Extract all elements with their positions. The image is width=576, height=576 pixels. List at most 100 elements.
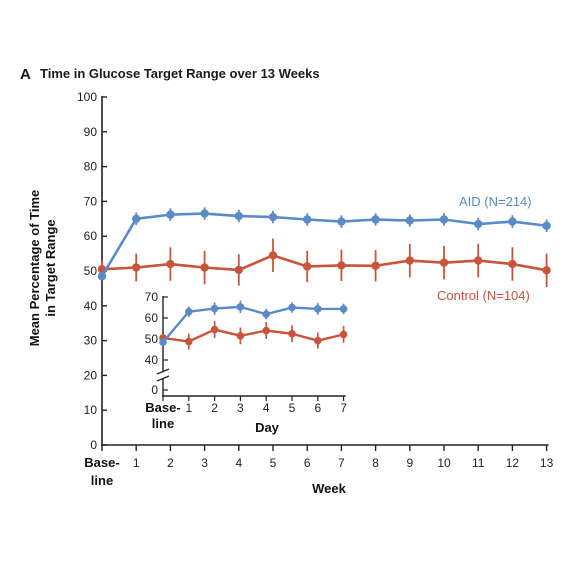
control-data-point bbox=[371, 261, 380, 270]
inset-aid-series-line bbox=[162, 305, 344, 343]
main-y-tick-label: 40 bbox=[84, 299, 98, 313]
inset-control-data-point bbox=[185, 337, 193, 346]
inset-control-data-point bbox=[236, 332, 245, 340]
legend-aid: AID (N=214) bbox=[459, 194, 532, 209]
main-y-tick-label: 60 bbox=[84, 229, 98, 243]
main-y-tick-label: 100 bbox=[77, 90, 97, 104]
main-x-tick-label: 13 bbox=[540, 456, 554, 470]
aid-data-point bbox=[508, 217, 517, 226]
inset-y-tick-label: 40 bbox=[145, 353, 159, 367]
inset-chart: 0 40 50 60 70 1 2 3 4 5 6 7 Base-line Day bbox=[145, 288, 360, 435]
aid-data-point bbox=[97, 272, 107, 281]
inset-axis-break-mark bbox=[156, 368, 170, 375]
main-y-tick-label: 30 bbox=[84, 334, 98, 348]
inset-y-tick-label: 70 bbox=[145, 290, 159, 304]
main-y-axis-title: Mean Percentage of Time in Target Range bbox=[27, 190, 58, 347]
control-data-point bbox=[132, 263, 141, 272]
inset-y-tick-label: 0 bbox=[151, 383, 158, 397]
main-x-tick-label: 9 bbox=[406, 456, 413, 470]
main-x-tick-label: 11 bbox=[472, 456, 485, 470]
inset-x-tick-label: 2 bbox=[211, 401, 218, 415]
main-x-tick-label: 1 bbox=[133, 456, 140, 470]
control-data-point bbox=[508, 259, 517, 269]
aid-data-point bbox=[439, 215, 449, 224]
aid-series-line bbox=[100, 212, 547, 277]
control-data-point bbox=[200, 263, 209, 272]
main-y-ticks: 0 10 20 30 40 50 60 70 80 90 100 bbox=[77, 90, 107, 452]
main-x-tick-label: 6 bbox=[304, 456, 311, 470]
aid-data-point bbox=[166, 210, 175, 219]
control-data-point bbox=[268, 251, 278, 260]
inset-x-ticks: 1 2 3 4 5 6 7 Base-line bbox=[145, 396, 347, 431]
control-data-point bbox=[337, 261, 346, 270]
main-baseline-label-line-2: line bbox=[91, 473, 113, 488]
aid-data-point bbox=[303, 215, 312, 224]
inset-x-axis-title: Day bbox=[255, 420, 280, 435]
inset-aid-data-point bbox=[288, 303, 296, 312]
y-axis-title-line-2: in Target Range bbox=[43, 219, 58, 316]
aid-data-point bbox=[200, 209, 209, 218]
inset-x-tick-label: 4 bbox=[263, 401, 270, 415]
main-x-tick-label: 10 bbox=[437, 456, 451, 470]
main-x-tick-label: 5 bbox=[270, 456, 277, 470]
inset-y-tick-label: 50 bbox=[145, 332, 159, 346]
control-data-point bbox=[542, 266, 551, 275]
aid-data-point bbox=[268, 212, 278, 222]
main-y-tick-label: 70 bbox=[84, 194, 98, 208]
control-data-point bbox=[303, 262, 312, 271]
aid-data-point bbox=[542, 221, 551, 230]
inset-x-tick-label: 7 bbox=[340, 401, 347, 415]
x-axis-title: Week bbox=[312, 481, 346, 496]
inset-x-tick-label: 1 bbox=[185, 401, 192, 415]
panel-label: A bbox=[20, 66, 31, 83]
main-y-tick-label: 90 bbox=[84, 125, 98, 139]
inset-x-tick-label: 3 bbox=[237, 401, 244, 415]
legend-control: Control (N=104) bbox=[437, 288, 530, 303]
main-x-tick-label: 8 bbox=[372, 456, 379, 470]
aid-data-point bbox=[132, 214, 141, 223]
control-data-point bbox=[439, 258, 449, 267]
main-x-tick-label: 3 bbox=[201, 456, 208, 470]
main-x-tick-label: 4 bbox=[235, 456, 242, 470]
inset-y-ticks: 0 40 50 60 70 bbox=[145, 290, 168, 397]
inset-aid-data-point bbox=[339, 305, 348, 313]
main-y-tick-label: 10 bbox=[84, 403, 98, 417]
inset-aid-data-point bbox=[314, 305, 322, 313]
aid-data-point bbox=[405, 216, 414, 225]
inset-control-series-line bbox=[162, 328, 344, 343]
inset-axis-break-mark bbox=[156, 375, 170, 382]
main-series bbox=[97, 207, 551, 288]
aid-data-point bbox=[234, 211, 243, 221]
inset-control-data-point bbox=[339, 330, 348, 339]
inset-control-data-point bbox=[262, 326, 271, 335]
main-y-tick-label: 80 bbox=[84, 160, 98, 174]
main-baseline-label-line-1: Base- bbox=[84, 455, 119, 470]
inset-control-data-point bbox=[288, 329, 296, 338]
main-x-tick-label: 7 bbox=[338, 456, 345, 470]
aid-data-point bbox=[474, 219, 483, 229]
inset-control-data-point bbox=[210, 325, 219, 334]
main-y-tick-label: 0 bbox=[90, 438, 97, 452]
inset-series bbox=[159, 300, 348, 350]
inset-baseline-label-line-2: line bbox=[152, 416, 174, 431]
control-data-point bbox=[405, 256, 414, 265]
control-data-point bbox=[234, 265, 243, 275]
control-series-line bbox=[101, 254, 547, 272]
inset-aid-data-point bbox=[262, 310, 271, 319]
inset-aid-data-point bbox=[185, 307, 193, 316]
control-data-point bbox=[474, 256, 483, 265]
main-x-tick-label: 12 bbox=[506, 456, 520, 470]
aid-data-point bbox=[337, 217, 346, 226]
aid-data-point bbox=[371, 215, 380, 224]
main-y-tick-label: 20 bbox=[84, 368, 98, 382]
inset-aid-data-point bbox=[159, 338, 167, 346]
inset-x-tick-label: 5 bbox=[289, 401, 296, 415]
inset-aid-data-point bbox=[210, 304, 219, 313]
main-y-tick-label: 50 bbox=[84, 264, 98, 278]
main-x-tick-label: 2 bbox=[167, 456, 174, 470]
inset-y-tick-label: 60 bbox=[145, 311, 159, 325]
inset-baseline-label-line-1: Base- bbox=[145, 400, 180, 415]
inset-control-data-point bbox=[314, 336, 322, 345]
